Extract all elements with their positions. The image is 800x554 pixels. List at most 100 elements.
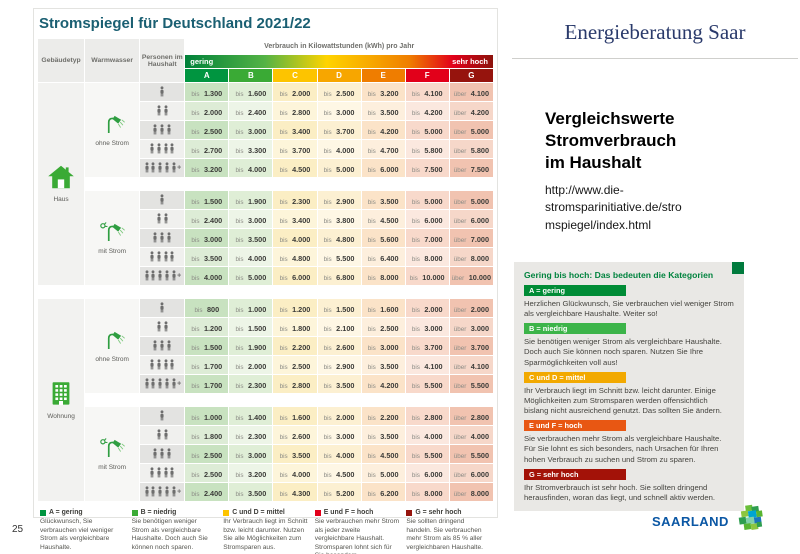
green-corner-marker — [732, 262, 744, 274]
value-cell-E: bis 3.200 — [361, 83, 405, 101]
value-cell-G: über 4.200 — [449, 102, 493, 120]
warmwasser-cell: ohne Strom — [85, 83, 140, 177]
table-row: mit Strom bis 1.000 bis 1.400 bis 1.600 bis … — [38, 407, 493, 501]
value-cell-G: über 5.500 — [449, 445, 493, 463]
person-icon — [157, 251, 161, 262]
grade-letter-G: G — [449, 69, 493, 82]
value-cell-F: bis 4.200 — [405, 102, 449, 120]
value-cell-B: bis 3.200 — [229, 464, 273, 482]
consumption-tbody: Haus ohne Strom bis 1.300 bis 1.600 bis 2.00… — [38, 83, 493, 501]
value-cell-G: über 6.000 — [449, 210, 493, 228]
value-cell-A: bis 3.000 — [185, 229, 229, 247]
persons-cell — [140, 229, 185, 247]
value-cell-B: bis 3.500 — [229, 483, 273, 501]
col-header-personen: Personen im Haushalt — [140, 39, 185, 82]
value-cell-C: bis 2.600 — [273, 426, 317, 444]
value-cell-C: bis 4.500 — [273, 159, 317, 177]
value-cell-G: über 4.100 — [449, 83, 493, 101]
value-cell-D: bis 4.500 — [317, 464, 361, 482]
value-cell-F: bis 2.000 — [405, 299, 449, 317]
value-cell-D: bis 2.900 — [317, 356, 361, 374]
table-row: mit Strom bis 1.500 bis 1.900 bis 2.300 bis … — [38, 191, 493, 285]
plus-sign: + — [177, 488, 182, 496]
value-cell-F: bis 7.500 — [405, 159, 449, 177]
legend-color-square — [223, 509, 230, 516]
value-cell-C: bis 3.400 — [273, 121, 317, 139]
value-cell-C: bis 2.500 — [273, 356, 317, 374]
value-cell-G: über 6.000 — [449, 464, 493, 482]
person-icon — [164, 213, 168, 224]
table-row: bis 1.700 bis 2.000 bis 2.500 bis 2.900 bis … — [38, 356, 493, 374]
persons-cell — [140, 318, 185, 336]
value-cell-A: bis 3.500 — [185, 248, 229, 266]
value-cell-E: bis 2.200 — [361, 407, 405, 425]
person-icon — [160, 302, 164, 313]
shower-with-plug-icon — [100, 438, 125, 458]
value-cell-B: bis 2.300 — [229, 375, 273, 393]
value-cell-B: bis 1.600 — [229, 83, 273, 101]
value-cell-E: bis 3.500 — [361, 426, 405, 444]
person-icon — [153, 340, 158, 351]
value-cell-D: bis 2.900 — [317, 191, 361, 209]
person-icon — [167, 124, 171, 135]
table-row: bis 2.500 bis 3.200 bis 4.000 bis 4.500 bis … — [38, 464, 493, 482]
value-cell-D: bis 4.000 — [317, 140, 361, 158]
persons-cell — [140, 83, 185, 101]
value-cell-A: bis 2.500 — [185, 121, 229, 139]
warmwasser-cell: mit Strom — [85, 407, 140, 501]
person-icon — [157, 321, 161, 332]
value-cell-C: bis 1.200 — [273, 299, 317, 317]
legend-color-square — [131, 509, 138, 516]
table-row: Wohnung ohne Strom bis 800 bis 1.000 bis 1.2… — [38, 299, 493, 501]
value-cell-D: bis 1.500 — [317, 299, 361, 317]
table-row: bis 1.500 bis 1.900 bis 2.200 bis 2.600 bis … — [38, 337, 493, 355]
legend-item: E und F = hoch Sie verbrauchen mehr Strom… — [314, 509, 400, 554]
person-icon — [153, 448, 158, 459]
table-row: bis 3.000 bis 3.500 bis 4.000 bis 4.800 bis … — [38, 229, 493, 247]
value-cell-F: bis 3.700 — [405, 337, 449, 355]
value-cell-D: bis 4.000 — [317, 445, 361, 463]
brand-header: Energieberatung Saar — [564, 20, 746, 44]
value-cell-B: bis 3.000 — [229, 121, 273, 139]
value-cell-E: bis 4.200 — [361, 121, 405, 139]
person-icon — [164, 359, 168, 370]
table-row: + bis 1.700 bis 2.300 bis 2.800 bis 3.500 bis… — [38, 375, 493, 393]
legend-color-square — [314, 509, 321, 516]
value-cell-A: bis 2.700 — [185, 140, 229, 158]
value-cell-C: bis 2.000 — [273, 83, 317, 101]
person-icon — [157, 105, 161, 116]
scale-label-sehr-hoch: sehr hoch — [452, 57, 488, 66]
value-cell-B: bis 3.500 — [229, 229, 273, 247]
value-cell-D: bis 3.000 — [317, 426, 361, 444]
value-cell-E: bis 6.000 — [361, 159, 405, 177]
value-cell-D: bis 5.500 — [317, 248, 361, 266]
table-row: + bis 4.000 bis 5.000 bis 6.000 bis 6.800 bis… — [38, 267, 493, 285]
value-cell-A: bis 3.200 — [185, 159, 229, 177]
value-cell-G: über 3.700 — [449, 337, 493, 355]
categories-sections: A = gering Herzlichen Glückwunsch, Sie ve… — [524, 285, 734, 503]
value-cell-B: bis 3.000 — [229, 445, 273, 463]
value-cell-A: bis 2.500 — [185, 464, 229, 482]
legend-color-square — [406, 509, 413, 516]
category-text: Ihr Stromverbrauch ist sehr hoch. Sie so… — [524, 482, 716, 502]
consumption-table: Gebäudetyp Warmwasser Personen im Hausha… — [37, 38, 494, 502]
value-cell-G: über 4.000 — [449, 426, 493, 444]
value-cell-C: bis 2.300 — [273, 191, 317, 209]
value-cell-C: bis 3.400 — [273, 210, 317, 228]
value-cell-F: bis 4.100 — [405, 356, 449, 374]
value-cell-E: bis 4.500 — [361, 445, 405, 463]
value-cell-C: bis 3.700 — [273, 140, 317, 158]
value-cell-E: bis 3.000 — [361, 337, 405, 355]
value-cell-A: bis 2.000 — [185, 102, 229, 120]
person-icon — [160, 194, 164, 205]
person-icon — [158, 270, 162, 281]
person-icon — [170, 467, 174, 478]
value-cell-D: bis 2.000 — [317, 407, 361, 425]
person-icon — [172, 486, 176, 497]
person-icon — [167, 448, 171, 459]
persons-cell — [140, 191, 185, 209]
person-icon — [165, 270, 169, 281]
persons-cell: + — [140, 483, 185, 501]
value-cell-E: bis 4.200 — [361, 375, 405, 393]
value-cell-C: bis 4.300 — [273, 483, 317, 501]
